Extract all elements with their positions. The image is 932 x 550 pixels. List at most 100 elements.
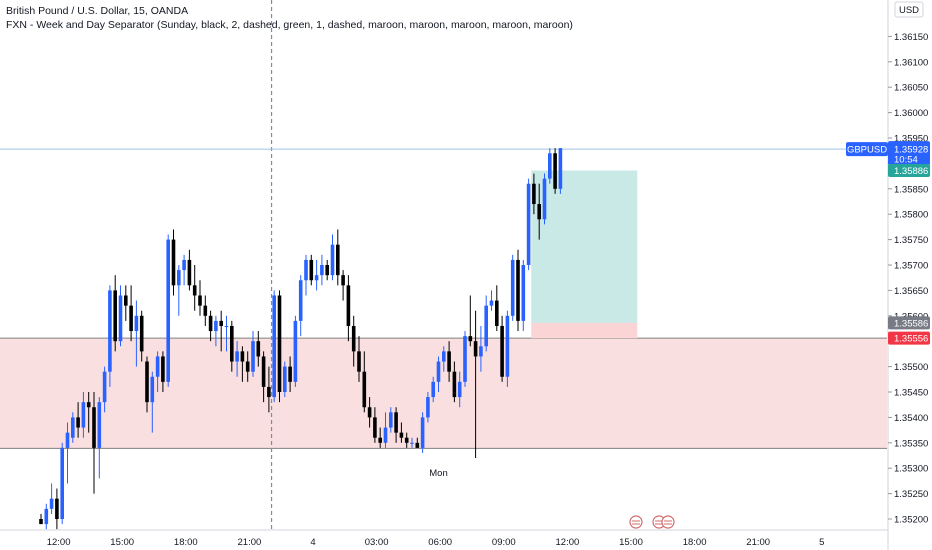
- candle-body: [71, 417, 75, 438]
- last-price-value: 1.35928: [894, 145, 928, 156]
- candle-body: [235, 351, 239, 362]
- price-tag-label: 1.35886: [894, 166, 928, 177]
- candle-body: [373, 417, 377, 438]
- candle-body: [548, 153, 552, 179]
- candle-body: [389, 412, 393, 428]
- candle-body: [256, 341, 261, 357]
- price-tick-label: 1.35450: [894, 388, 928, 399]
- candle-body: [399, 432, 404, 438]
- candle-body: [182, 259, 186, 271]
- time-tick-label: 21:00: [238, 537, 262, 548]
- price-tick-label: 1.35400: [894, 413, 928, 424]
- candle-body: [553, 153, 557, 189]
- time-tick-label: 09:00: [492, 537, 516, 548]
- candle-body: [420, 417, 425, 448]
- candle-body: [150, 376, 155, 403]
- candle-body: [325, 265, 329, 276]
- candles: [39, 148, 563, 530]
- candle-body: [479, 346, 483, 357]
- candle-body: [452, 371, 457, 398]
- candle-body: [351, 325, 356, 352]
- candle-body: [108, 290, 112, 372]
- candle-body: [65, 432, 70, 448]
- legend-symbol-title: British Pound / U.S. Dollar, 15, OANDA: [6, 5, 189, 17]
- candle-body: [261, 356, 266, 387]
- candle-body: [505, 315, 510, 377]
- position-stop-zone: [531, 322, 638, 339]
- candle-body: [341, 275, 345, 286]
- bar-countdown: 10:54: [894, 155, 918, 166]
- candle-body: [537, 204, 541, 220]
- candle-body: [442, 351, 446, 362]
- candle-body: [426, 397, 430, 418]
- candle-body: [500, 325, 504, 377]
- candle-body: [198, 295, 202, 306]
- candle-body: [39, 519, 43, 525]
- candle-body: [447, 351, 451, 372]
- price-tick-label: 1.35350: [894, 438, 928, 449]
- currency-box: [894, 1, 924, 18]
- chart-legend: British Pound / U.S. Dollar, 15, OANDA F…: [6, 4, 573, 32]
- candle-body: [495, 300, 499, 326]
- price-tick-label: 1.35850: [894, 184, 928, 195]
- candle-body: [357, 351, 361, 372]
- time-tick-label: 12:00: [556, 537, 580, 548]
- candle-body: [214, 320, 218, 332]
- candle-body: [161, 356, 165, 382]
- price-tick-label: 1.36000: [894, 108, 928, 119]
- candle-body: [410, 442, 414, 444]
- candle-body: [431, 381, 435, 398]
- candle-body: [367, 407, 372, 418]
- candle-body: [124, 295, 128, 306]
- price-tick-label: 1.35250: [894, 489, 928, 500]
- time-tick-label: 4: [310, 537, 315, 548]
- time-tick-label: 5: [819, 537, 824, 548]
- us-event-icon: [661, 515, 675, 529]
- candle-body: [320, 265, 324, 276]
- candle-body: [240, 351, 245, 362]
- candle-body: [383, 427, 388, 443]
- price-tick-label: 1.35750: [894, 235, 928, 246]
- time-tick-label: 06:00: [428, 537, 452, 548]
- candle-body: [145, 361, 149, 403]
- us-event-icon: [629, 515, 643, 529]
- candle-body: [473, 341, 478, 357]
- candle-body: [309, 259, 314, 281]
- price-tick-label: 1.35650: [894, 286, 928, 297]
- candle-body: [102, 371, 107, 403]
- time-tick-label: 12:00: [47, 537, 71, 548]
- candle-body: [49, 498, 54, 509]
- candle-body: [155, 356, 160, 377]
- candle-body: [92, 407, 96, 448]
- candle-body: [542, 178, 547, 220]
- candle-body: [81, 402, 86, 428]
- time-tick-label: 15:00: [619, 537, 643, 548]
- candle-body: [404, 437, 409, 443]
- candle-body: [134, 315, 139, 332]
- time-tick-label: 15:00: [110, 537, 134, 548]
- last-price-tag: [888, 141, 930, 166]
- candle-body: [378, 437, 382, 443]
- candle-body: [230, 325, 234, 362]
- candle-body: [55, 498, 59, 519]
- legend-indicator-title: FXN - Week and Day Separator (Sunday, bl…: [6, 19, 573, 31]
- candle-body: [187, 259, 192, 286]
- currency-label: USD: [899, 5, 919, 16]
- price-tag-red: [888, 331, 930, 345]
- day-separator-label: Mon: [429, 468, 447, 479]
- candle-body: [314, 275, 319, 281]
- price-axis: [888, 0, 932, 550]
- candle-body: [76, 417, 80, 428]
- price-tick-label: 1.36150: [894, 32, 928, 43]
- time-tick-label: 18:00: [683, 537, 707, 548]
- candle-body: [436, 361, 441, 382]
- candle-body: [267, 386, 271, 398]
- price-tag-label: 1.35586: [894, 318, 928, 329]
- symbol-tag-label: GBPUSD: [847, 145, 887, 156]
- candle-body: [272, 295, 276, 398]
- candle-body: [288, 366, 292, 382]
- price-tick-label: 1.35300: [894, 464, 928, 475]
- candle-body: [516, 259, 520, 321]
- price-tick-label: 1.36050: [894, 83, 928, 94]
